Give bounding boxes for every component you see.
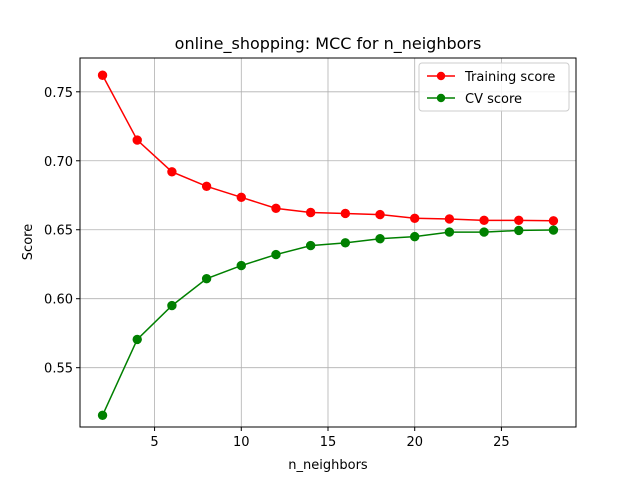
series-cv	[97, 225, 559, 420]
legend: Training score CV score	[418, 62, 570, 112]
data-point-training	[132, 135, 142, 145]
x-axis-label: n_neighbors	[288, 458, 368, 473]
y-axis-label: Score	[21, 224, 36, 260]
data-point-cv	[167, 300, 177, 311]
data-point-training	[201, 181, 212, 191]
legend-swatch-marker-cv	[436, 93, 446, 103]
data-point-training	[167, 167, 177, 177]
data-point-cv	[271, 249, 281, 260]
data-point-training	[410, 213, 420, 223]
x-tick-label: 20	[406, 435, 423, 450]
data-point-cv	[410, 231, 420, 242]
data-point-cv	[97, 410, 108, 420]
data-point-training	[479, 215, 489, 226]
data-point-cv	[444, 227, 455, 237]
series-line-cv	[101, 229, 554, 416]
y-tick-label: 0.55	[44, 362, 73, 377]
data-point-cv	[201, 274, 212, 284]
data-point-cv	[305, 240, 316, 251]
data-point-cv	[548, 225, 559, 235]
x-tick-label: 5	[150, 435, 158, 450]
data-point-training	[97, 70, 108, 80]
x-tick-label: 15	[320, 435, 337, 450]
data-point-cv	[479, 227, 489, 237]
data-point-training	[340, 208, 351, 219]
y-tick-label: 0.60	[44, 293, 73, 308]
legend-label-cv: CV score	[465, 92, 522, 107]
legend-label-training: Training score	[464, 70, 555, 85]
data-point-training	[375, 209, 385, 220]
grid	[80, 58, 576, 427]
data-point-cv	[375, 234, 385, 244]
data-point-training	[514, 215, 524, 226]
data-point-training	[548, 216, 559, 226]
series-layer	[97, 70, 559, 420]
data-point-cv	[132, 334, 142, 345]
data-point-training	[236, 192, 246, 203]
series-training	[97, 70, 559, 226]
y-tick-label: 0.70	[44, 155, 73, 170]
data-point-training	[305, 207, 316, 218]
ticks: 5 10 15 20 25 0.55 0.60 0.65 0.70 0.75	[44, 86, 510, 450]
series-line-training	[101, 74, 554, 222]
y-tick-label: 0.75	[44, 86, 73, 101]
x-tick-label: 25	[493, 435, 510, 450]
legend-swatch-marker-training	[436, 71, 446, 81]
data-point-cv	[236, 260, 246, 271]
data-point-cv	[340, 238, 351, 248]
x-tick-label: 10	[233, 435, 250, 450]
y-tick-label: 0.65	[44, 224, 73, 239]
data-point-training	[444, 214, 455, 224]
legend-box	[418, 62, 570, 112]
data-point-training	[271, 203, 281, 214]
data-point-cv	[514, 225, 524, 236]
chart-title: online_shopping: MCC for n_neighbors	[175, 34, 482, 54]
